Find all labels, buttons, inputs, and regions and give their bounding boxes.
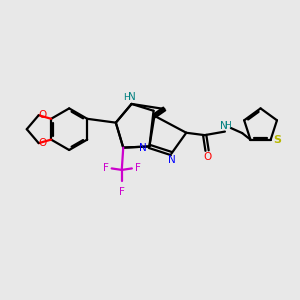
Text: N: N [220,121,228,130]
Text: N: N [128,92,136,102]
Text: N: N [139,143,147,153]
Text: F: F [135,163,141,173]
Text: F: F [119,187,125,196]
Text: S: S [273,135,281,145]
Text: O: O [38,110,46,120]
Text: F: F [103,163,109,173]
Text: N: N [168,155,176,165]
Text: O: O [38,139,46,148]
Text: H: H [224,121,231,130]
Text: O: O [203,152,211,162]
Text: H: H [123,93,130,102]
